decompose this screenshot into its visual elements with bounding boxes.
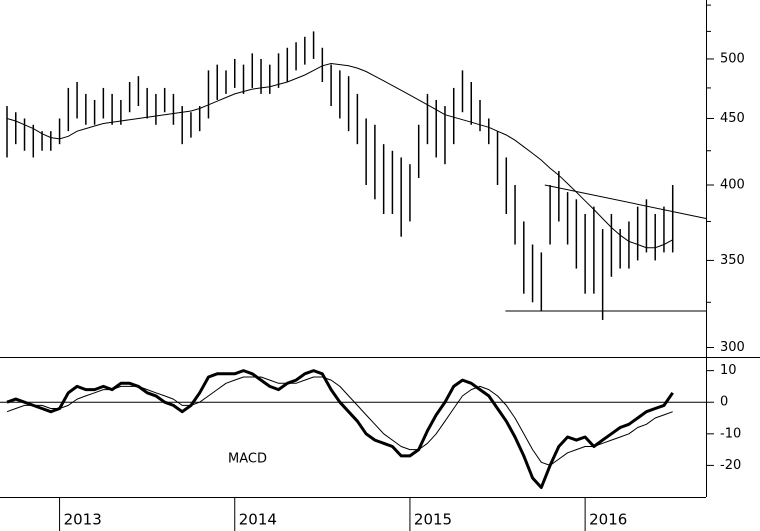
moving-average — [6, 62, 673, 249]
y-tick-label: 350 — [720, 253, 745, 268]
y-tick-label: 450 — [720, 111, 745, 126]
y-tick-label: 0 — [720, 395, 728, 410]
y-tick-label: 400 — [720, 178, 745, 193]
x-tick-label: 2016 — [589, 511, 627, 529]
trendline — [544, 184, 707, 219]
y-tick-label: 300 — [720, 340, 745, 355]
y-tick-label: -10 — [720, 426, 741, 441]
y-tick-label: -20 — [720, 458, 741, 473]
annotation: MACD — [228, 452, 267, 467]
macd-line — [6, 376, 673, 466]
x-tick-label: 2015 — [414, 511, 452, 529]
y-tick-label: 10 — [720, 363, 737, 378]
y-tick-label: 500 — [720, 51, 745, 66]
macd-line — [6, 369, 674, 489]
x-tick-label: 2013 — [64, 511, 102, 529]
x-tick-label: 2014 — [239, 511, 277, 529]
